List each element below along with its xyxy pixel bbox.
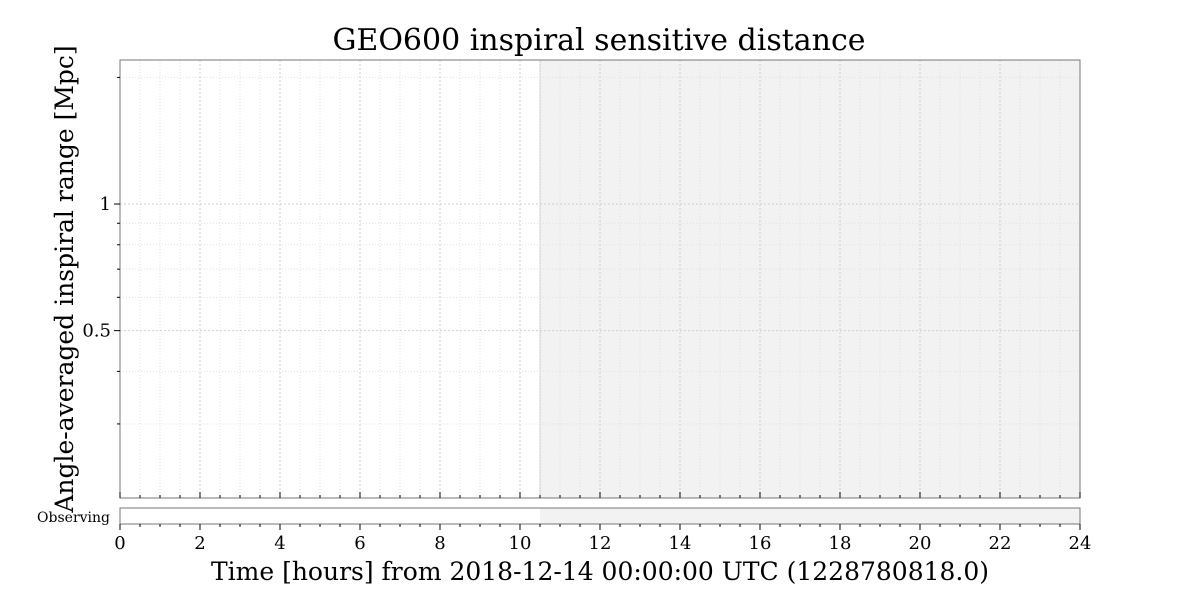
x-tick-label: 4 [274,533,285,554]
x-tick-label: 20 [909,533,932,554]
y-tick-label: 0.5 [82,321,111,342]
x-axis-label: Time [hours] from 2018-12-14 00:00:00 UT… [211,557,989,586]
segment-future-region [540,508,1080,524]
x-tick-label: 14 [669,533,692,554]
x-tick-label: 2 [194,533,205,554]
x-axis: 0 2 4 6 8 10 12 14 16 18 20 22 24 [114,492,1091,554]
x-tick-label: 0 [114,533,125,554]
main-plot-area [119,59,1081,499]
x-tick-label: 12 [589,533,612,554]
x-tick-label: 16 [749,533,772,554]
x-tick-label: 18 [829,533,852,554]
x-tick-label: 6 [354,533,365,554]
observing-segment-bar [119,507,1081,525]
y-axis: 0.51 [82,76,120,425]
future-region [540,60,1080,498]
x-tick-label: 10 [509,533,532,554]
x-tick-label: 24 [1069,533,1092,554]
y-axis-label: Angle-averaged inspiral range [Mpc] [50,45,79,513]
chart-title: GEO600 inspiral sensitive distance [332,23,865,58]
segment-label-observing: Observing [37,510,110,526]
x-tick-label: 8 [434,533,445,554]
x-tick-label: 22 [989,533,1012,554]
y-tick-label: 1 [100,194,111,215]
